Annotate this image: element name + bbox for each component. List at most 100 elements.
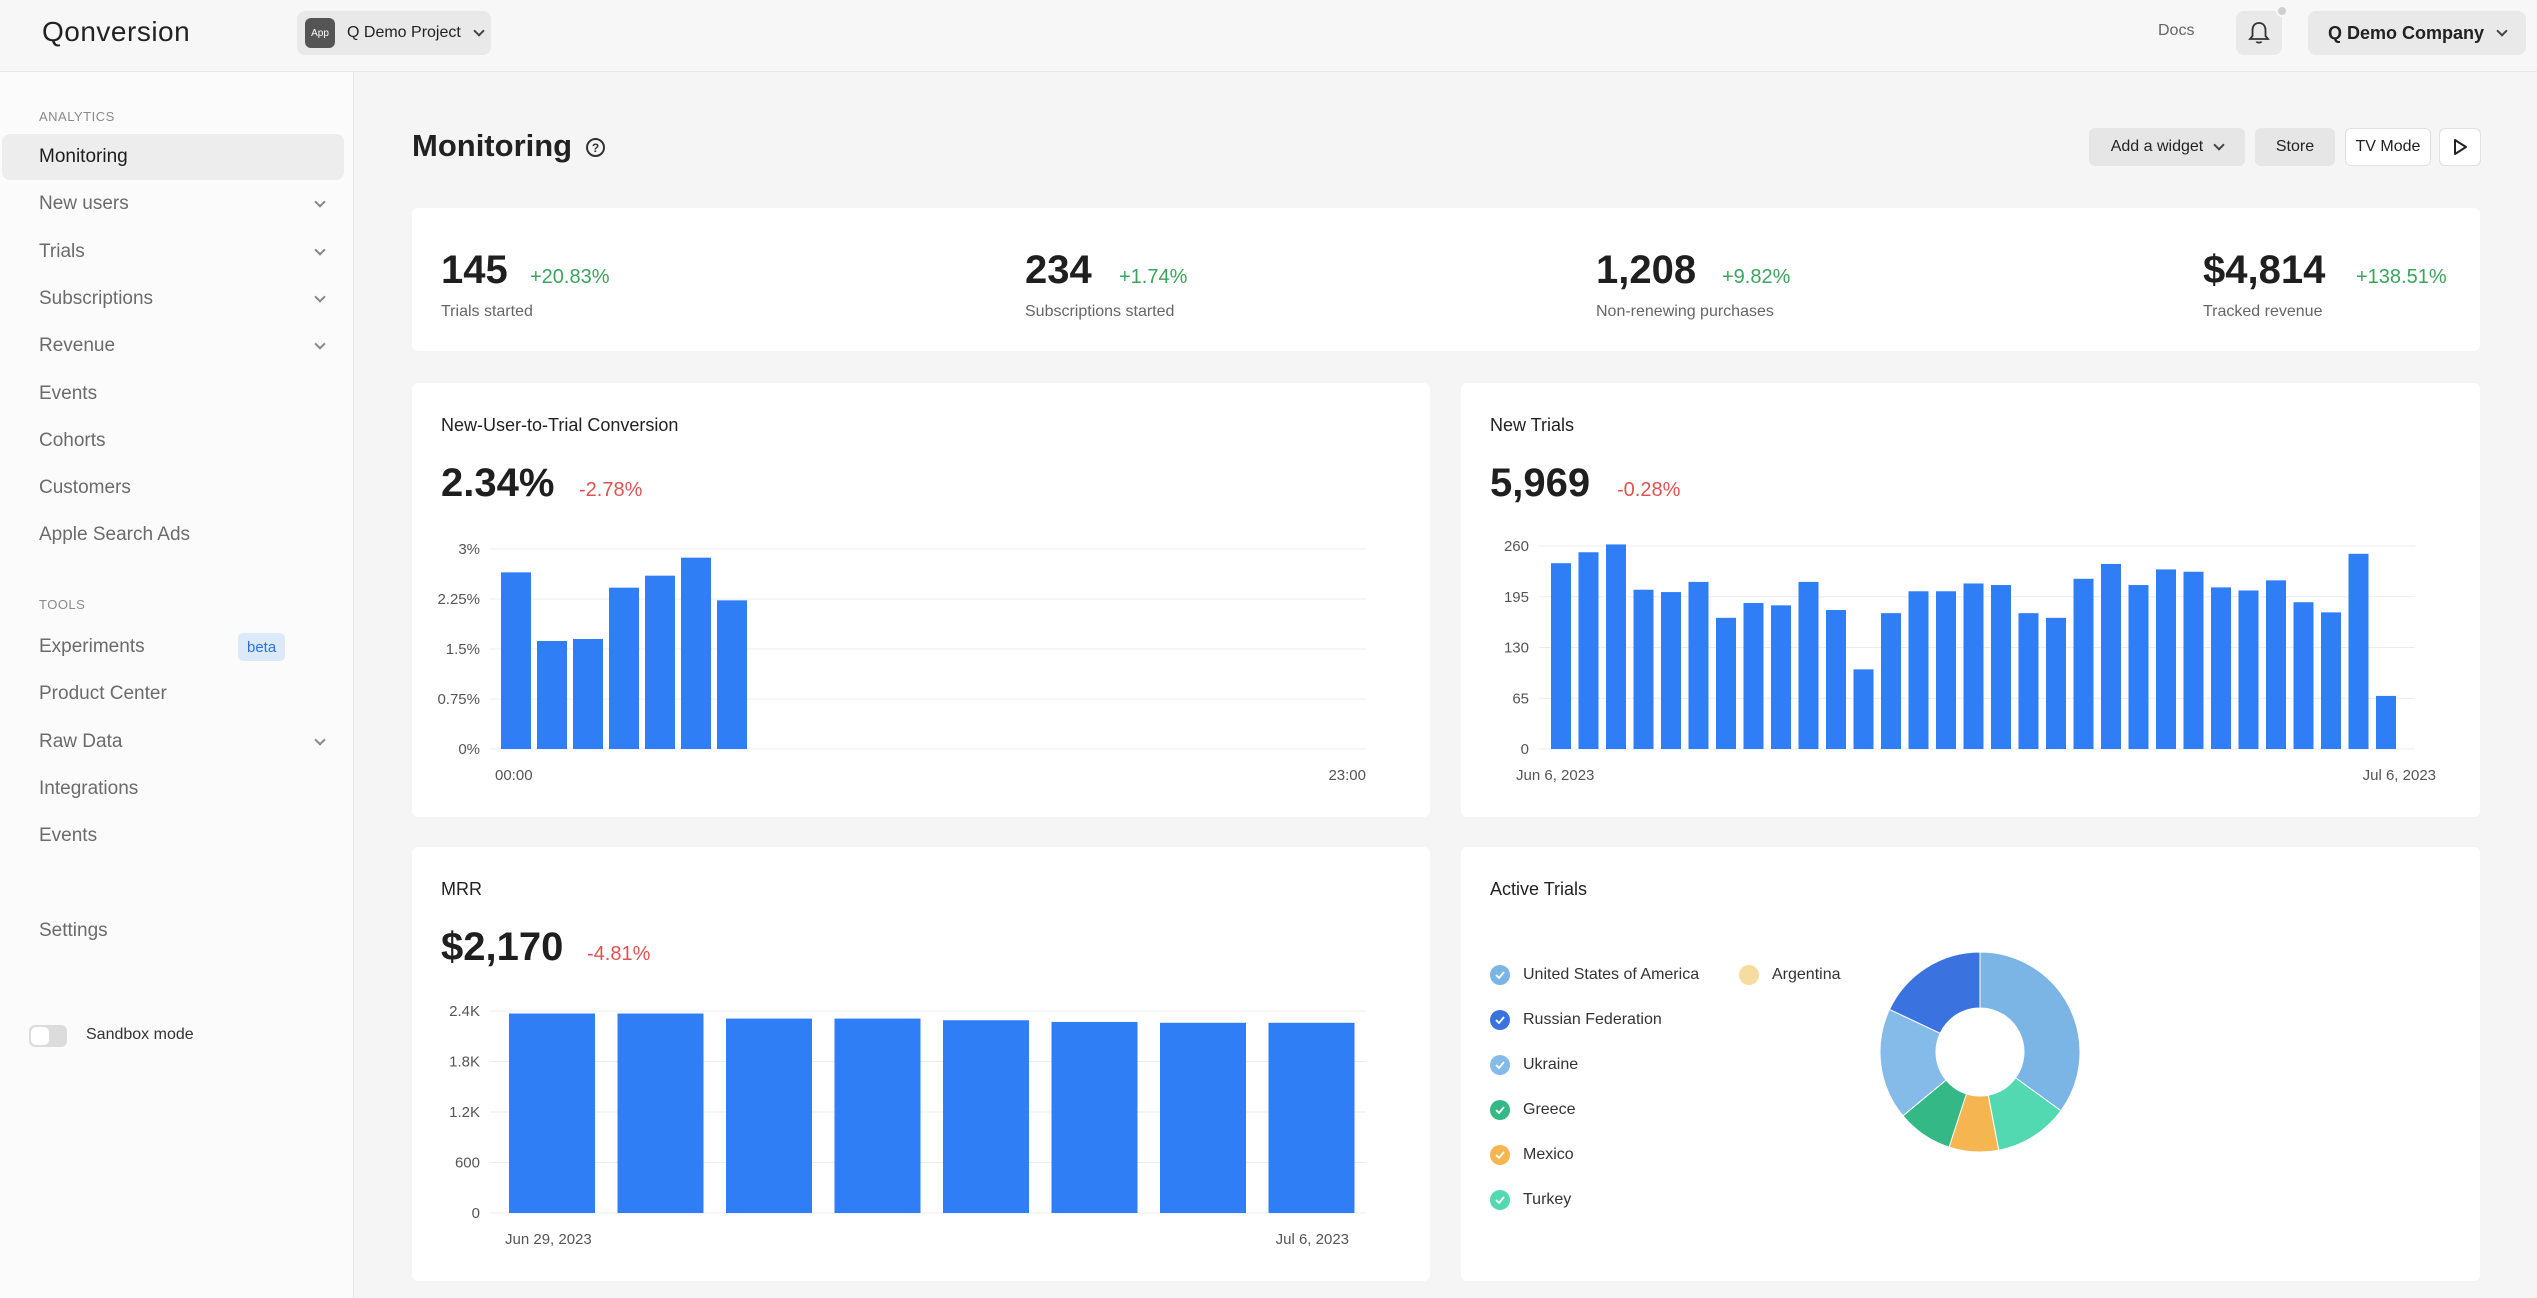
bar[interactable] — [2101, 563, 2121, 749]
sidebar-item-apple-search-ads[interactable]: Apple Search Ads — [2, 512, 344, 558]
chevron-down-icon — [314, 733, 326, 746]
bar[interactable] — [609, 587, 639, 749]
bar[interactable] — [1051, 1021, 1138, 1213]
legend-item-russian-federation[interactable]: Russian Federation — [1490, 1010, 1662, 1030]
bar[interactable] — [2128, 585, 2149, 749]
sidebar-item-product-center[interactable]: Product Center — [2, 671, 344, 717]
sidebar-item-subscriptions[interactable]: Subscriptions — [2, 276, 344, 322]
bar[interactable] — [2238, 590, 2259, 749]
bar[interactable] — [537, 641, 567, 749]
chevron-down-icon — [314, 291, 326, 303]
legend-item-turkey[interactable]: Turkey — [1490, 1190, 1571, 1210]
bar[interactable] — [1936, 591, 1956, 749]
bar[interactable] — [2073, 578, 2094, 749]
bar[interactable] — [2266, 580, 2286, 749]
bar[interactable] — [2156, 569, 2176, 749]
bar[interactable] — [1963, 583, 1984, 749]
bar[interactable] — [2293, 602, 2314, 749]
bar[interactable] — [509, 1013, 595, 1213]
sidebar-item-label: Product Center — [39, 683, 167, 705]
bar[interactable] — [1826, 610, 1846, 749]
bar[interactable] — [1578, 552, 1599, 749]
bar[interactable] — [1991, 585, 2011, 749]
bar[interactable] — [834, 1018, 921, 1213]
bar[interactable] — [2348, 553, 2369, 749]
bar[interactable] — [2376, 695, 2396, 749]
bar[interactable] — [717, 600, 747, 749]
bar[interactable] — [2321, 612, 2341, 749]
bar[interactable] — [501, 572, 531, 749]
bar[interactable] — [1853, 669, 1874, 749]
bar[interactable] — [1716, 617, 1736, 749]
bar[interactable] — [1908, 591, 1929, 749]
sidebar-item-cohorts[interactable]: Cohorts — [2, 418, 344, 464]
sidebar-item-raw-data[interactable]: Raw Data — [2, 719, 344, 765]
x-tick-label: 00:00 — [495, 767, 533, 784]
sidebar-item-monitoring[interactable]: Monitoring — [2, 134, 344, 180]
sidebar-item-label: Events — [39, 382, 98, 404]
bar[interactable] — [2183, 571, 2204, 749]
legend-item-argentina[interactable]: Argentina — [1739, 965, 1841, 985]
legend-item-greece[interactable]: Greece — [1490, 1100, 1575, 1120]
y-tick-label: 195 — [1504, 589, 1529, 606]
sidebar-item-integrations[interactable]: Integrations — [2, 766, 344, 812]
bar[interactable] — [1633, 589, 1654, 749]
project-selector[interactable]: App Q Demo Project — [297, 11, 491, 55]
docs-link[interactable]: Docs — [2158, 22, 2195, 39]
store-button[interactable]: Store — [2255, 128, 2335, 166]
bar[interactable] — [1771, 605, 1791, 749]
legend-item-ukraine[interactable]: Ukraine — [1490, 1055, 1578, 1075]
widget-change: -4.81% — [587, 943, 651, 965]
sidebar-item-customers[interactable]: Customers — [2, 465, 344, 511]
play-button[interactable] — [2439, 128, 2481, 166]
sidebar-item-new-users[interactable]: New users — [2, 181, 344, 227]
bar[interactable] — [2046, 617, 2066, 749]
bar[interactable] — [1160, 1022, 1246, 1213]
legend-label: Russian Federation — [1523, 1011, 1662, 1028]
widget-value: $2,170 — [441, 925, 564, 969]
pie-slice-russian-federation[interactable] — [1888, 951, 1981, 1034]
sidebar-item-events[interactable]: Events — [2, 371, 344, 417]
bar[interactable] — [573, 639, 603, 749]
bar[interactable] — [2018, 613, 2039, 749]
bar[interactable] — [1688, 581, 1709, 749]
sidebar-item-label: Experiments — [39, 636, 145, 657]
notifications-button[interactable] — [2236, 11, 2282, 55]
bar[interactable] — [726, 1018, 812, 1213]
pie-slice-united-states-of-america[interactable] — [1979, 951, 2081, 1112]
bar[interactable] — [943, 1020, 1029, 1213]
help-icon[interactable]: ? — [586, 138, 605, 157]
bar[interactable] — [1606, 544, 1626, 749]
bar[interactable] — [1268, 1022, 1355, 1213]
bar[interactable] — [1661, 592, 1681, 749]
legend-label: Ukraine — [1523, 1056, 1579, 1073]
check-icon — [1490, 1055, 1510, 1075]
legend-label: Mexico — [1523, 1146, 1574, 1163]
sidebar-item-revenue[interactable]: Revenue — [2, 323, 344, 369]
bar[interactable] — [645, 575, 675, 749]
bar[interactable] — [617, 1013, 704, 1213]
bar[interactable] — [681, 557, 711, 749]
sandbox-toggle[interactable] — [29, 1025, 67, 1047]
chevron-down-icon — [314, 338, 326, 350]
beta-badge: beta — [238, 633, 286, 661]
sidebar-item-trials[interactable]: Trials — [2, 229, 344, 275]
bar[interactable] — [1551, 563, 1571, 749]
y-tick-label: 600 — [455, 1155, 480, 1172]
bar[interactable] — [2211, 587, 2231, 749]
check-icon — [1490, 1190, 1510, 1210]
x-tick-label: Jul 6, 2023 — [2363, 767, 2436, 784]
tv-mode-button[interactable]: TV Mode — [2345, 128, 2431, 166]
x-tick-label: Jun 6, 2023 — [1516, 767, 1594, 784]
legend-item-united-states-of-america[interactable]: United States of America — [1490, 965, 1699, 985]
add-widget-button[interactable]: Add a widget — [2089, 128, 2245, 166]
bar[interactable] — [1743, 602, 1764, 749]
sidebar-item-events[interactable]: Events — [2, 813, 344, 859]
bar[interactable] — [1881, 613, 1901, 749]
sidebar-item-settings[interactable]: Settings — [2, 908, 344, 954]
sidebar-item-experiments[interactable]: Experiments beta — [2, 624, 344, 670]
y-tick-label: 0% — [458, 741, 480, 758]
bar[interactable] — [1798, 581, 1819, 749]
company-selector[interactable]: Q Demo Company — [2308, 11, 2526, 55]
legend-item-mexico[interactable]: Mexico — [1490, 1145, 1574, 1165]
